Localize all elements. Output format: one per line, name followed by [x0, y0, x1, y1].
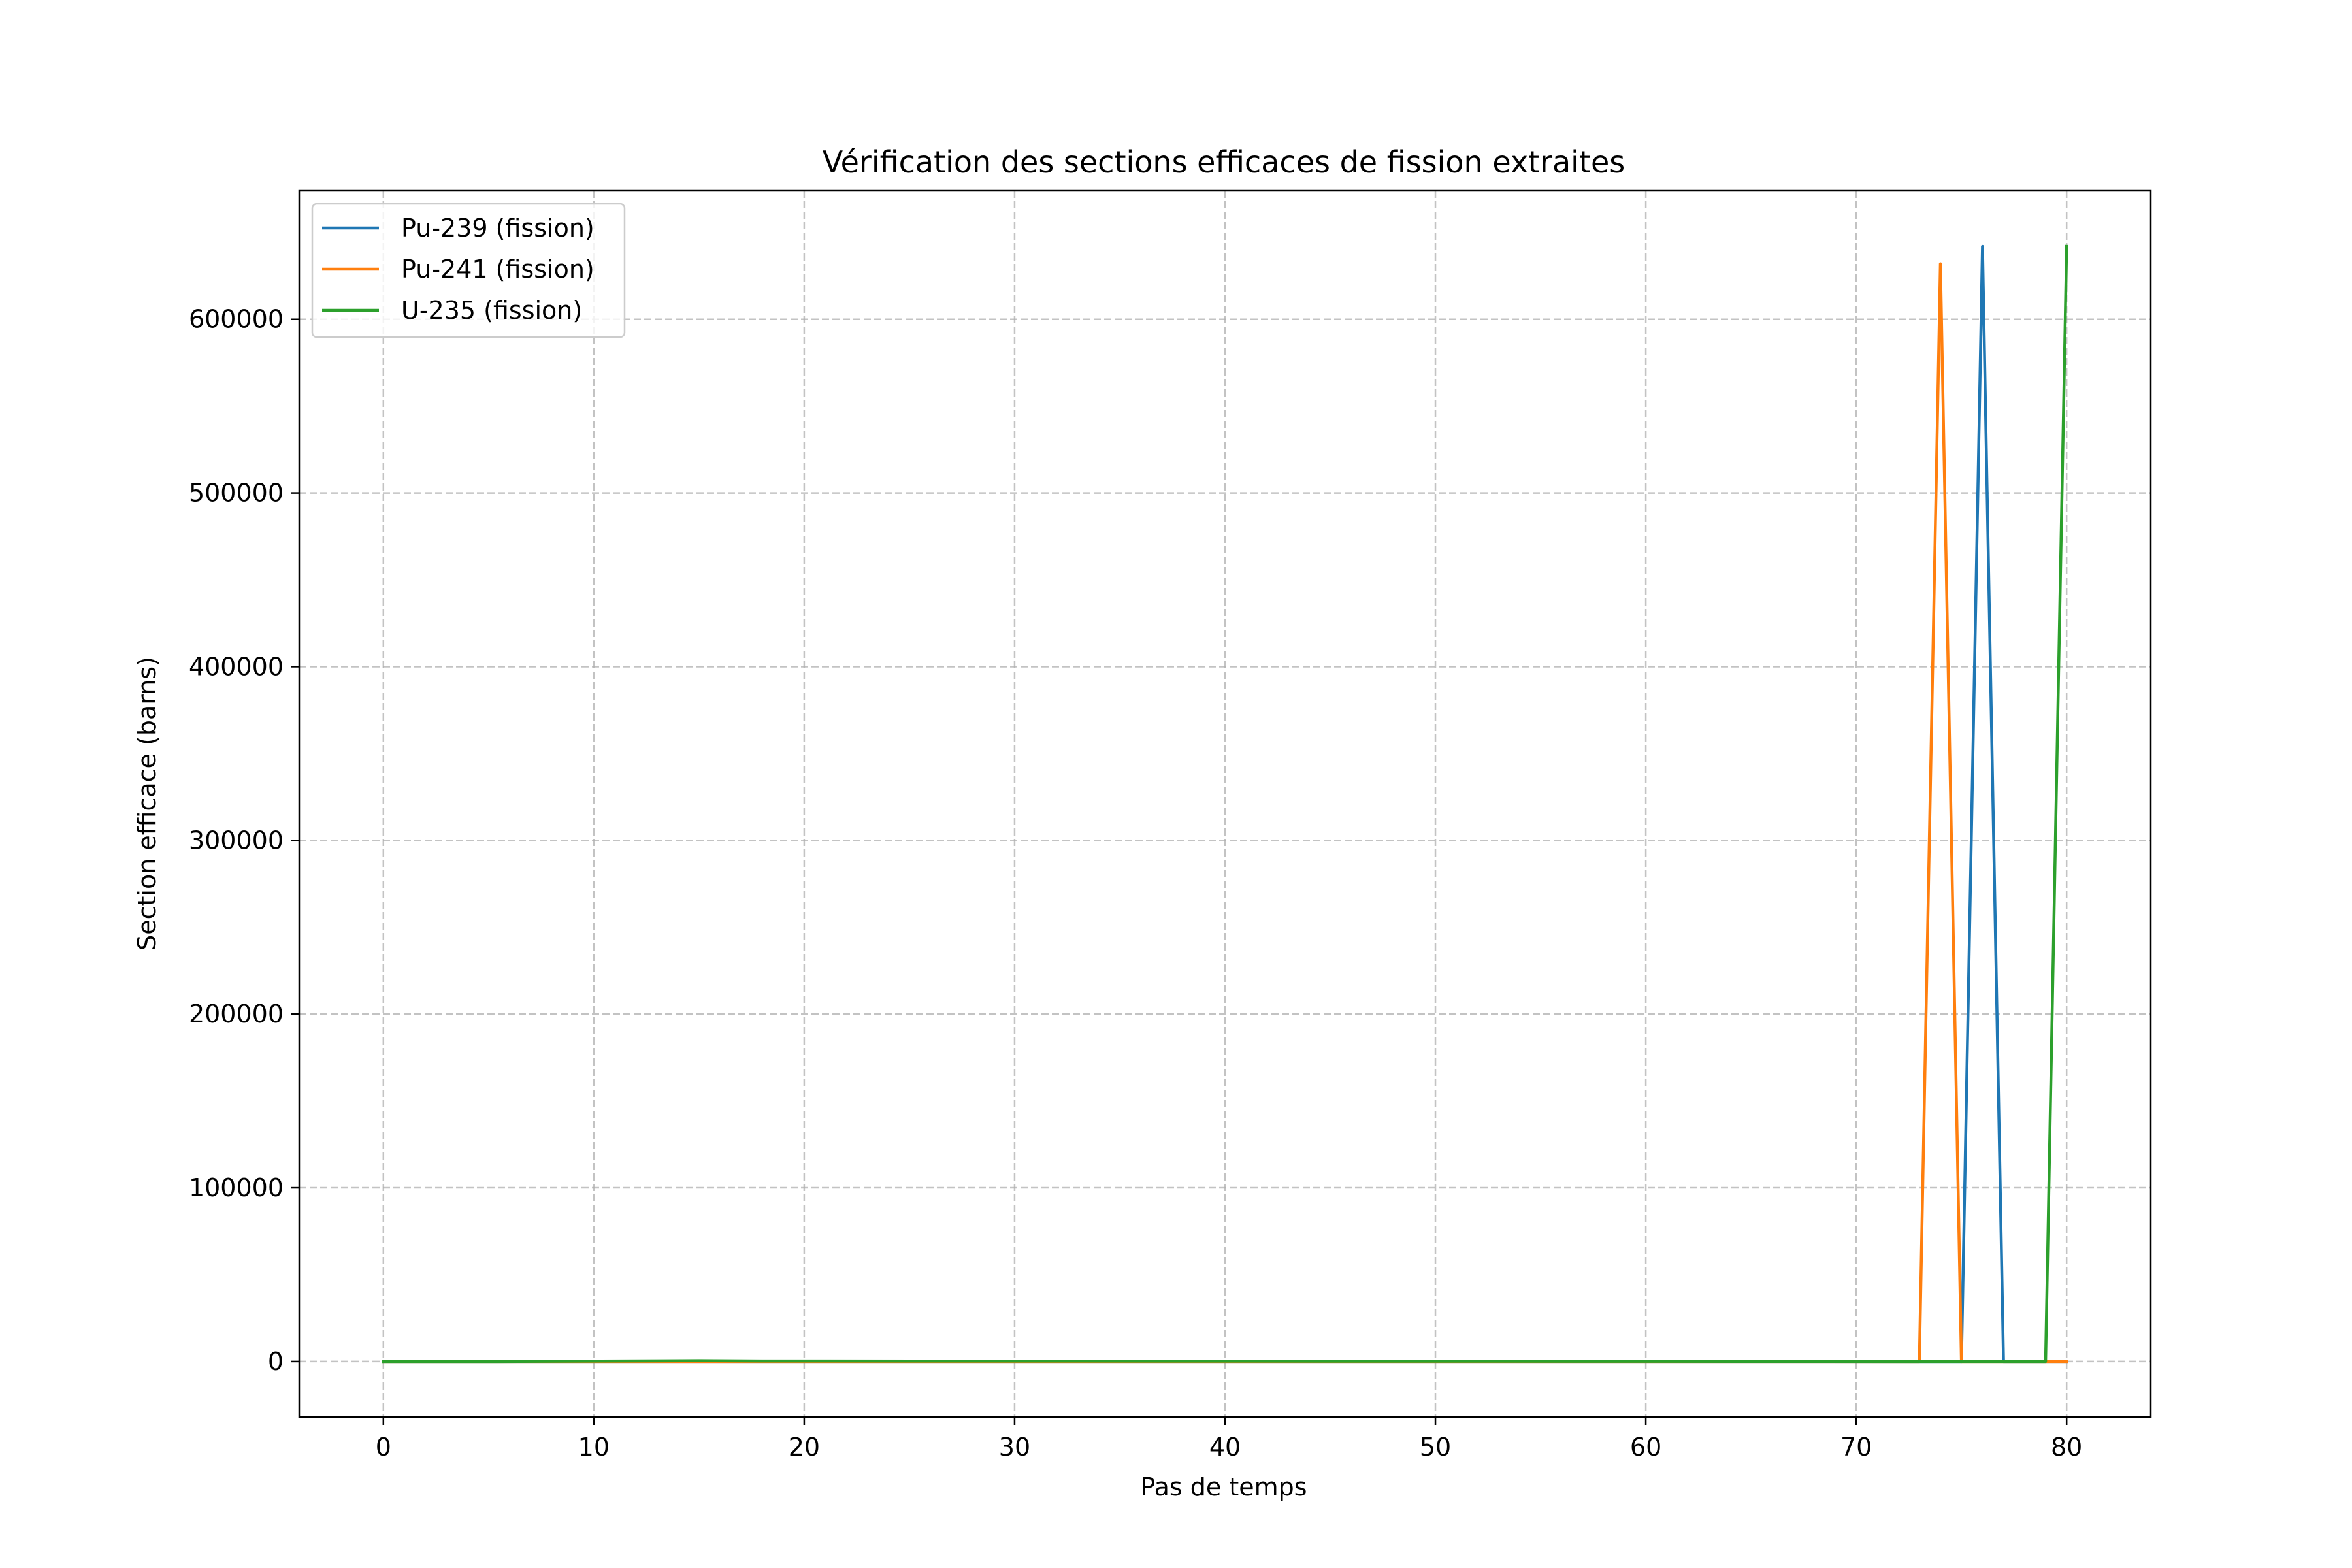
x-tick-label: 30: [999, 1433, 1030, 1462]
legend-label-pu-241-fission: Pu-241 (fission): [401, 255, 595, 284]
x-tick-label: 40: [1209, 1433, 1241, 1462]
x-axis-label: Pas de temps: [1140, 1473, 1307, 1501]
x-tick-label: 10: [578, 1433, 610, 1462]
x-tick-label: 20: [789, 1433, 820, 1462]
y-tick-label: 600000: [189, 305, 284, 334]
y-tick-label: 200000: [189, 1000, 284, 1028]
y-tick-label: 500000: [189, 479, 284, 508]
legend: Pu-239 (fission) Pu-241 (fission) U-235 (f…: [311, 203, 626, 338]
chart-title: Vérification des sections efficaces de f…: [823, 144, 1625, 180]
y-tick-label: 0: [268, 1347, 284, 1376]
legend-box: [311, 203, 626, 338]
legend-label-u-235-fission: U-235 (fission): [401, 296, 582, 325]
legend-entries: Pu-239 (fission) Pu-241 (fission) U-235 (f…: [322, 214, 595, 325]
y-axis-label: Section efficace (barns): [133, 657, 161, 951]
series-line-u-235-fission: [382, 244, 2068, 1364]
y-axis-ticks: 0 100000 200000 300000 400000 500000 600000: [189, 305, 299, 1376]
series-lines: [382, 244, 2068, 1364]
x-axis-ticks: 0 10 20 30 40 50 60 70 80: [376, 1417, 2082, 1462]
y-tick-label: 100000: [189, 1173, 284, 1202]
x-tick-label: 80: [2051, 1433, 2082, 1462]
grid: [299, 191, 2151, 1417]
x-tick-label: 60: [1630, 1433, 1661, 1462]
x-tick-label: 70: [1840, 1433, 1872, 1462]
y-tick-label: 300000: [189, 826, 284, 855]
legend-label-pu-239-fission: Pu-239 (fission): [401, 214, 595, 242]
x-tick-label: 0: [376, 1433, 391, 1462]
y-tick-label: 400000: [189, 652, 284, 681]
x-tick-label: 50: [1420, 1433, 1451, 1462]
